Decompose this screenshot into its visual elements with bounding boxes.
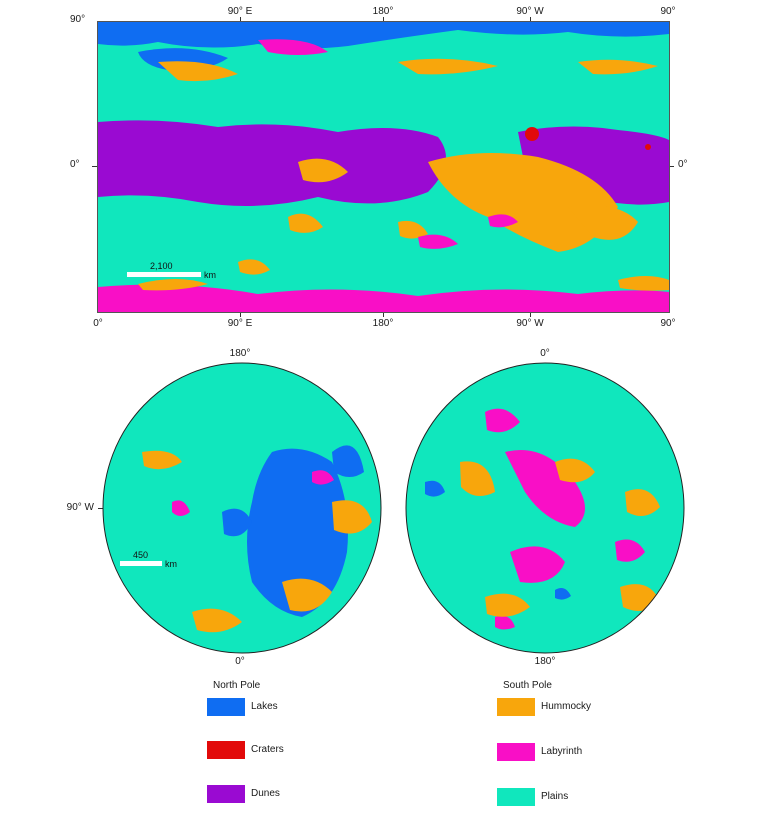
map-scale-bar — [127, 272, 201, 277]
north-labyrinth-region — [258, 39, 328, 55]
legend-label-craters: Craters — [251, 744, 284, 755]
legend-title-north: North Pole — [213, 680, 261, 691]
lon-label-bottom-90w: 90° W — [516, 318, 544, 329]
north-hummocky-3 — [282, 578, 332, 612]
legend-label-plains: Plains — [541, 791, 569, 802]
south-labyrinth-1 — [485, 408, 520, 433]
north-lakes-mass-3 — [332, 445, 364, 477]
legend-label-hummocky: Hummocky — [541, 701, 592, 712]
north-scale-bar — [120, 561, 162, 566]
map-scale-value: 2,100 — [150, 261, 173, 271]
hummocky-region-eq2 — [298, 158, 348, 183]
dunes-belt-west — [98, 120, 446, 206]
lon-label-bottom-180: 180° — [372, 318, 394, 329]
south-labyrinth-4 — [615, 539, 645, 562]
hummocky-swatch — [497, 698, 535, 716]
lon-label-top-90e: 90° E — [227, 6, 253, 17]
lat-label-90-top: 90° — [70, 14, 86, 25]
hummocky-region-n2 — [398, 58, 498, 75]
labyrinth-region-1 — [488, 214, 518, 228]
south-hummocky-1 — [460, 461, 495, 496]
lon-label-bottom-0: 0° — [93, 318, 103, 329]
lon-label-top-90w: 90° W — [516, 6, 544, 17]
south-pole-label-top: 0° — [540, 348, 550, 359]
hummocky-region-s3 — [238, 259, 270, 275]
craters-swatch — [207, 741, 245, 759]
south-labyrinth-2 — [505, 450, 585, 527]
crater-large — [525, 127, 539, 141]
south-pole-label-bottom: 180° — [534, 656, 556, 667]
north-hummocky-2 — [332, 500, 372, 534]
south-labyrinth-3 — [510, 546, 565, 583]
north-lakes-mass — [247, 448, 348, 617]
north-pole-label-bottom: 0° — [235, 656, 245, 667]
south-lakes-2 — [555, 588, 571, 600]
legend-label-lakes: Lakes — [251, 701, 278, 712]
lon-label-bottom-90: 90° — [660, 318, 676, 329]
north-pole-disk — [102, 362, 382, 654]
legend-label-dunes: Dunes — [251, 788, 280, 799]
lakes-swatch — [207, 698, 245, 716]
lon-label-top-90: 90° — [660, 6, 676, 17]
south-hummocky-1 — [138, 279, 208, 291]
north-scale-value: 450 — [133, 550, 149, 560]
north-lakes-region — [98, 22, 669, 49]
plains-swatch — [497, 788, 535, 806]
cylindrical-map-panel: 2,100 km — [97, 21, 670, 313]
hummocky-region-n3 — [578, 59, 658, 75]
south-hummocky-2 — [555, 458, 595, 483]
hummocky-region-s1 — [288, 213, 323, 233]
hummocky-region-n1 — [158, 61, 238, 82]
labyrinth-swatch — [497, 743, 535, 761]
north-pole-label-top: 180° — [229, 348, 251, 359]
north-scale-unit: km — [165, 559, 177, 569]
map-scale-unit: km — [204, 270, 216, 280]
north-labyrinth-2 — [172, 500, 190, 516]
dunes-swatch — [207, 785, 245, 803]
south-hummocky-2 — [618, 276, 669, 291]
south-hummocky-3 — [625, 489, 660, 516]
labyrinth-region-2 — [418, 234, 458, 249]
hummocky-region-eq3 — [568, 205, 638, 240]
hummocky-region-s2 — [398, 220, 428, 239]
lon-label-bottom-90e: 90° E — [227, 318, 253, 329]
lon-label-top-180: 180° — [372, 6, 394, 17]
south-lakes-1 — [425, 480, 445, 497]
north-hummocky-4 — [192, 608, 242, 633]
crater-small — [645, 144, 651, 150]
south-labyrinth-strip — [98, 284, 669, 312]
north-hummocky-1 — [142, 450, 182, 470]
south-labyrinth-5 — [495, 615, 515, 630]
hummocky-region-eq — [428, 153, 618, 252]
south-hummocky-4 — [485, 593, 530, 617]
north-labyrinth-1 — [312, 470, 334, 485]
legend-title-south: South Pole — [503, 680, 552, 691]
lat-label-0-left: 0° — [70, 159, 80, 170]
legend-label-labyrinth: Labyrinth — [541, 746, 583, 757]
lat-label-0-right: 0° — [678, 159, 688, 170]
north-lakes-mass-2 — [222, 508, 252, 537]
north-pole-label-left: 90° W — [66, 502, 94, 513]
south-pole-disk — [405, 362, 685, 654]
geomorphology-map-svg — [98, 22, 669, 312]
